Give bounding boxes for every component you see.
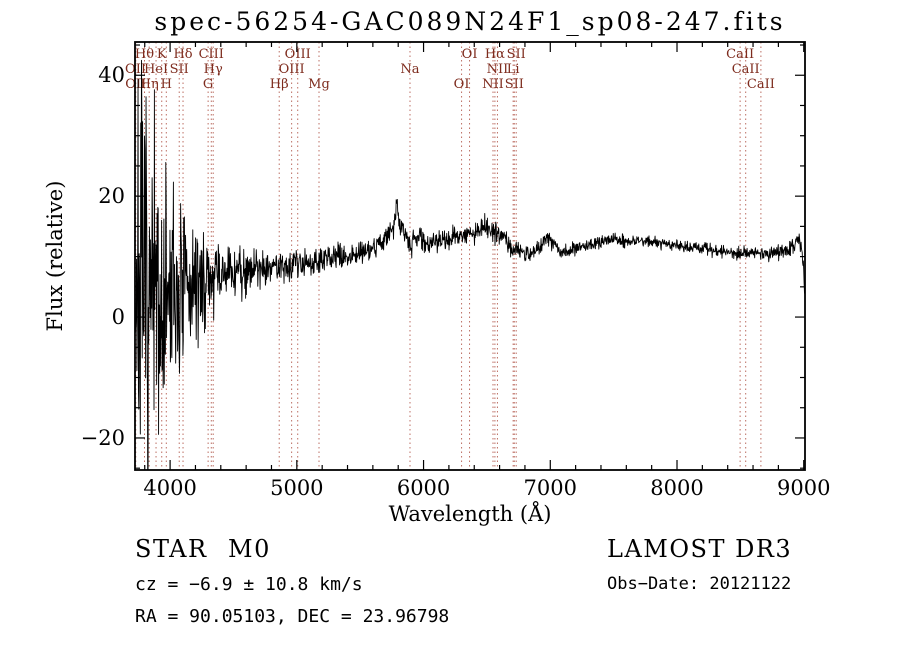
spectral-line-label: CIII xyxy=(199,47,224,62)
x-tick-label: 6000 xyxy=(397,476,450,500)
coordinates: RA = 90.05103, DEC = 23.96798 xyxy=(135,606,449,627)
spectral-line-label: SII xyxy=(170,62,189,77)
x-tick-label: 4000 xyxy=(143,476,196,500)
axis-tick-labels: 4000 5000 6000 7000 8000 9000 −20 0 20 40 xyxy=(81,63,831,500)
spectral-line-label: Na xyxy=(400,62,419,77)
y-tick-label: −20 xyxy=(81,426,125,450)
plot-title: spec-56254-GAC089N24F1_sp08-247.fits xyxy=(154,7,785,36)
y-tick-label: 40 xyxy=(98,63,125,87)
x-tick-label: 7000 xyxy=(524,476,577,500)
spectral-line-label: Hβ xyxy=(270,77,289,92)
cz-value: cz = −6.9 ± 10.8 km/s xyxy=(135,574,363,595)
y-tick-label: 20 xyxy=(98,184,125,208)
spectral-line-label: OIII xyxy=(285,47,311,62)
survey-label: LAMOST DR3 xyxy=(607,535,792,563)
spectral-line-label: Hα xyxy=(485,47,505,62)
spectral-line-label: CaII xyxy=(726,47,754,62)
spectral-line-label: G xyxy=(203,77,213,92)
spectral-line-label: NII xyxy=(482,77,504,92)
spectral-line-label: Hδ xyxy=(173,47,192,62)
spectral-line-label: Hθ xyxy=(135,47,154,62)
y-axis-title: Flux (relative) xyxy=(43,181,67,332)
object-type-label: STAR xyxy=(135,535,208,563)
spectral-line-label: SII xyxy=(505,77,524,92)
footer-annotations: STAR M0 LAMOST DR3 cz = −6.9 ± 10.8 km/s… xyxy=(135,535,792,627)
obs-date: Obs−Date: 20121122 xyxy=(607,574,791,594)
spectral-line-label: OIII xyxy=(279,62,305,77)
spectral-line-label: NII xyxy=(487,62,509,77)
spectrum-trace xyxy=(135,59,805,470)
spectral-line-label: H xyxy=(161,77,172,92)
spectral-line-label: HeI xyxy=(144,62,168,77)
plot-frame xyxy=(134,41,806,471)
axes-frame-and-ticks xyxy=(134,41,806,471)
spectrum-path xyxy=(135,59,805,470)
y-tick-label: 0 xyxy=(112,305,125,329)
spectral-line-label: CaII xyxy=(747,77,775,92)
x-tick-label: 8000 xyxy=(650,476,703,500)
spectral-line-label: Hγ xyxy=(204,62,223,77)
spectral-line-label: Hη xyxy=(140,77,159,92)
x-axis-title: Wavelength (Å) xyxy=(389,501,552,526)
object-subclass-label: M0 xyxy=(228,535,271,563)
spectral-line-label: CaII xyxy=(732,62,760,77)
spectral-line-label: OI xyxy=(462,47,478,62)
spectral-line-label: SII xyxy=(507,47,526,62)
spectral-line-label: K xyxy=(157,47,167,62)
x-tick-label: 9000 xyxy=(777,476,830,500)
spectral-line-label: OI xyxy=(454,77,470,92)
spectral-line-label: Li xyxy=(507,62,520,77)
x-tick-label: 5000 xyxy=(270,476,323,500)
spectral-line-label: Mg xyxy=(308,77,330,92)
